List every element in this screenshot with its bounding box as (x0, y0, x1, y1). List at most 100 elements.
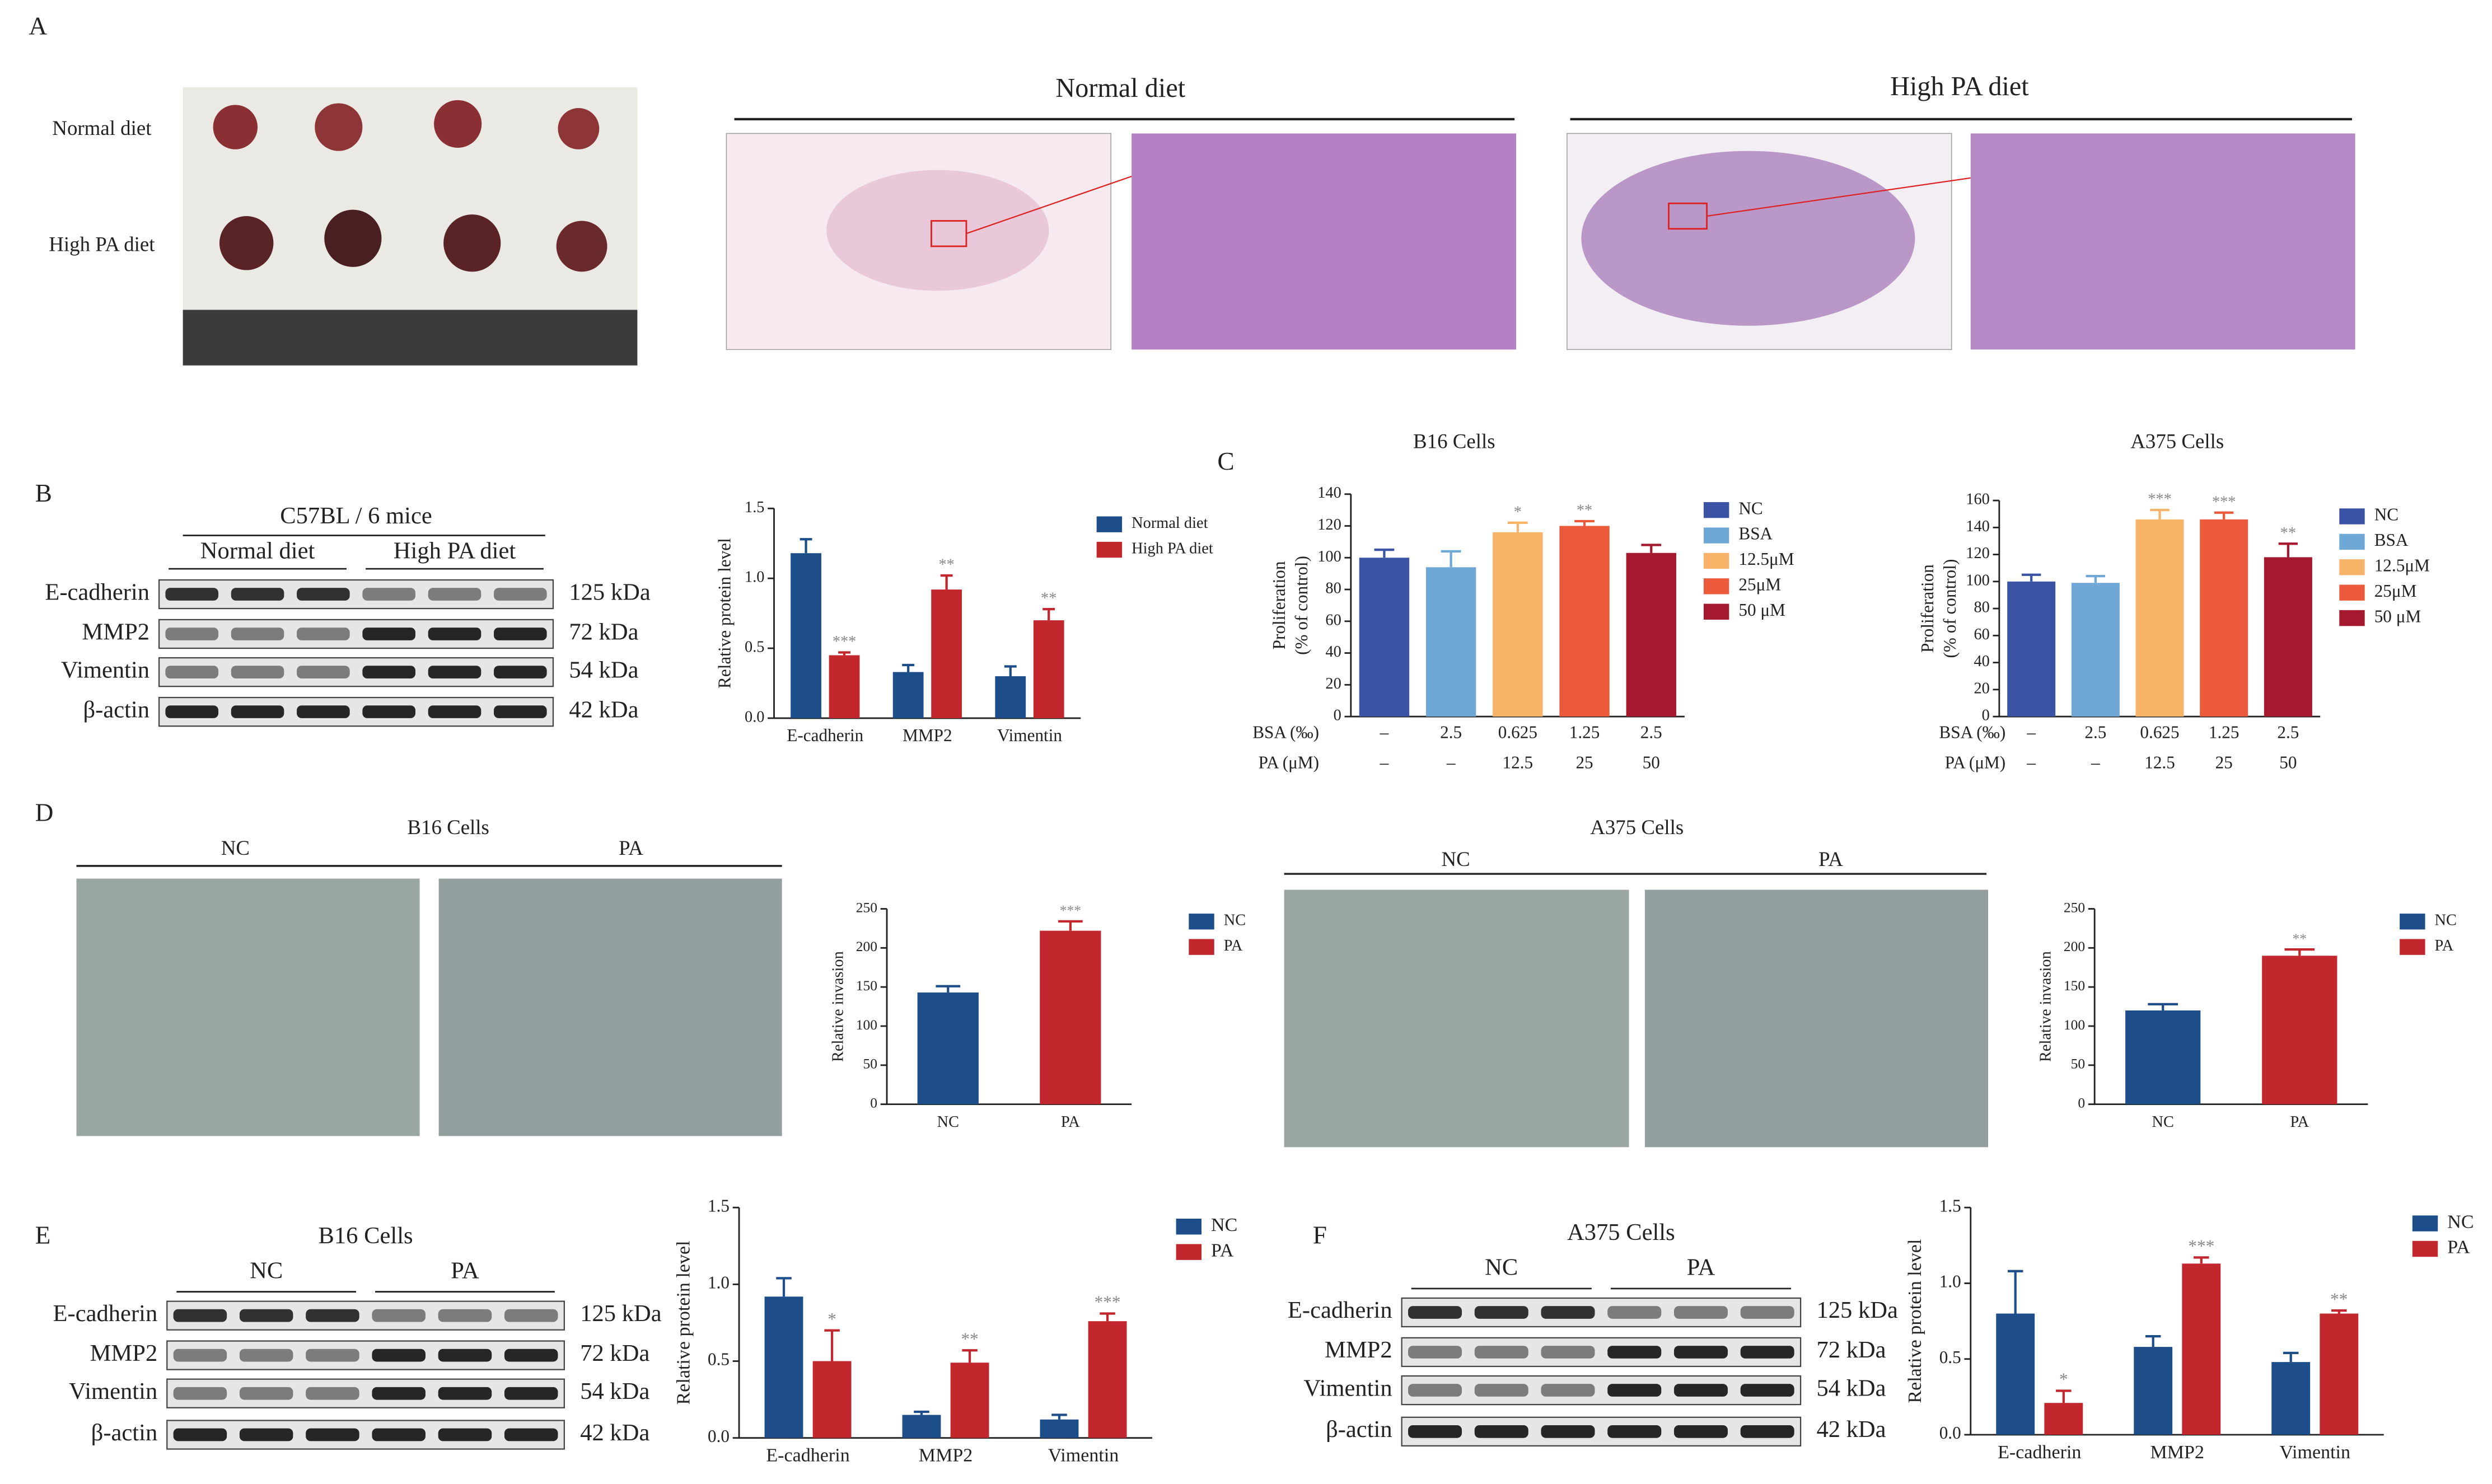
legend-label: 25μM (2374, 581, 2417, 601)
blot-band (165, 588, 219, 601)
legend-swatch (2412, 1240, 2438, 1257)
bar (995, 676, 1026, 718)
y-tick-label: 80 (1325, 580, 1341, 597)
bar (2007, 581, 2056, 717)
y-tick-label: 0.0 (745, 708, 764, 725)
legend-label: BSA (2374, 530, 2409, 550)
blot-band (504, 1309, 558, 1322)
blot-band (165, 628, 219, 640)
blot-band (231, 588, 284, 601)
legend-swatch (2339, 533, 2365, 550)
size-label: 42 kDa (580, 1420, 649, 1446)
significance: * (2059, 1370, 2068, 1389)
y-tick-label: 150 (856, 977, 877, 994)
legend-swatch (2339, 610, 2365, 626)
significance: ** (961, 1329, 978, 1349)
y-tick-label: 0 (1982, 707, 1990, 724)
x-tick-label: MMP2 (903, 725, 952, 745)
blot-band (1474, 1425, 1528, 1438)
y-tick-label: 120 (1966, 545, 1990, 562)
x-tick-label: Vimentin (2279, 1442, 2350, 1463)
x-tick-label: Vimentin (1048, 1445, 1119, 1466)
bar (2182, 1263, 2221, 1435)
y-axis-label: Relative invasion (2037, 951, 2055, 1062)
y-tick-label: 1.5 (745, 499, 764, 516)
y-tick-label: 1.0 (708, 1272, 730, 1292)
bar (1493, 532, 1543, 717)
significance: ** (1041, 590, 1056, 607)
tumor-photo (183, 87, 638, 366)
blot-band (1541, 1306, 1595, 1319)
blot-band (494, 588, 547, 601)
y-tick-label: 1.0 (1939, 1272, 1961, 1291)
group-label: NC (250, 1257, 283, 1284)
table-cell: – (2026, 752, 2036, 772)
x-tick-label: E-cadherin (766, 1445, 849, 1466)
protein-label: MMP2 (90, 1340, 158, 1366)
legend-swatch (1703, 578, 1729, 594)
significance: *** (1060, 902, 1081, 919)
blot-band (1673, 1384, 1728, 1397)
blot-band (1408, 1346, 1462, 1359)
protein-label: β-actin (91, 1420, 158, 1446)
bar (1088, 1321, 1127, 1438)
legend-swatch (1176, 1218, 1202, 1235)
y-tick-label: 140 (1317, 484, 1341, 502)
y-tick-label: 40 (1974, 653, 1989, 670)
group-label: PA (1818, 848, 1843, 870)
blot-band (239, 1309, 293, 1322)
y-axis-label: Relative invasion (829, 951, 847, 1062)
blot-band (438, 1309, 492, 1322)
table-cell: – (2091, 752, 2100, 772)
table-cell: 12.5 (1503, 752, 1533, 772)
panel-label: E (35, 1221, 51, 1249)
panel-label: B (35, 479, 52, 507)
table-cell: 2.5 (1440, 722, 1462, 742)
bar (2134, 1347, 2173, 1435)
bar (2200, 519, 2248, 717)
legend-label: 50 μM (1738, 600, 1785, 620)
protein-label: Vimentin (69, 1378, 157, 1405)
legend-swatch (2400, 914, 2425, 930)
bar (1626, 553, 1676, 717)
protein-label: Vimentin (61, 657, 149, 683)
table-cell: 50 (1643, 752, 1660, 772)
blot-strip (1401, 1375, 1802, 1406)
photo-title: B16 Cells (407, 816, 489, 839)
blot-strip (158, 657, 554, 687)
y-tick-label: 50 (863, 1056, 877, 1072)
table-cell: 25 (2215, 752, 2233, 772)
panel-label: F (1313, 1221, 1327, 1249)
protein-label: MMP2 (1325, 1337, 1392, 1363)
significance: *** (2188, 1237, 2214, 1256)
blot-band (362, 666, 415, 678)
x-tick-label: PA (1061, 1113, 1080, 1131)
blot-band (1740, 1425, 1794, 1438)
legend-label: Normal diet (1132, 514, 1208, 532)
legend-label: NC (2447, 1211, 2474, 1232)
size-label: 72 kDa (1816, 1337, 1886, 1363)
y-tick-label: 60 (1325, 611, 1341, 629)
significance: * (1514, 503, 1522, 521)
significance: *** (1095, 1293, 1121, 1312)
blot-band (173, 1309, 227, 1322)
blot-band (297, 628, 350, 640)
blot-band (173, 1349, 227, 1362)
blot-band (372, 1309, 426, 1322)
blot-band (239, 1387, 293, 1400)
legend-label: PA (1211, 1240, 1234, 1261)
legend-swatch (1703, 603, 1729, 620)
protein-label: E-cadherin (45, 579, 149, 605)
blot-band (165, 666, 219, 678)
protein-label: E-cadherin (53, 1300, 158, 1327)
bar (2044, 1403, 2083, 1435)
blot-band (1541, 1346, 1595, 1359)
panel-label: D (35, 798, 54, 826)
y-tick-label: 250 (856, 899, 877, 915)
y-tick-label: 50 (2071, 1056, 2086, 1072)
y-tick-label: 100 (1317, 548, 1341, 565)
x-tick-label: MMP2 (919, 1445, 973, 1466)
bar (812, 1361, 852, 1438)
table-cell: 0.625 (1498, 722, 1537, 742)
bar (2320, 1313, 2359, 1435)
